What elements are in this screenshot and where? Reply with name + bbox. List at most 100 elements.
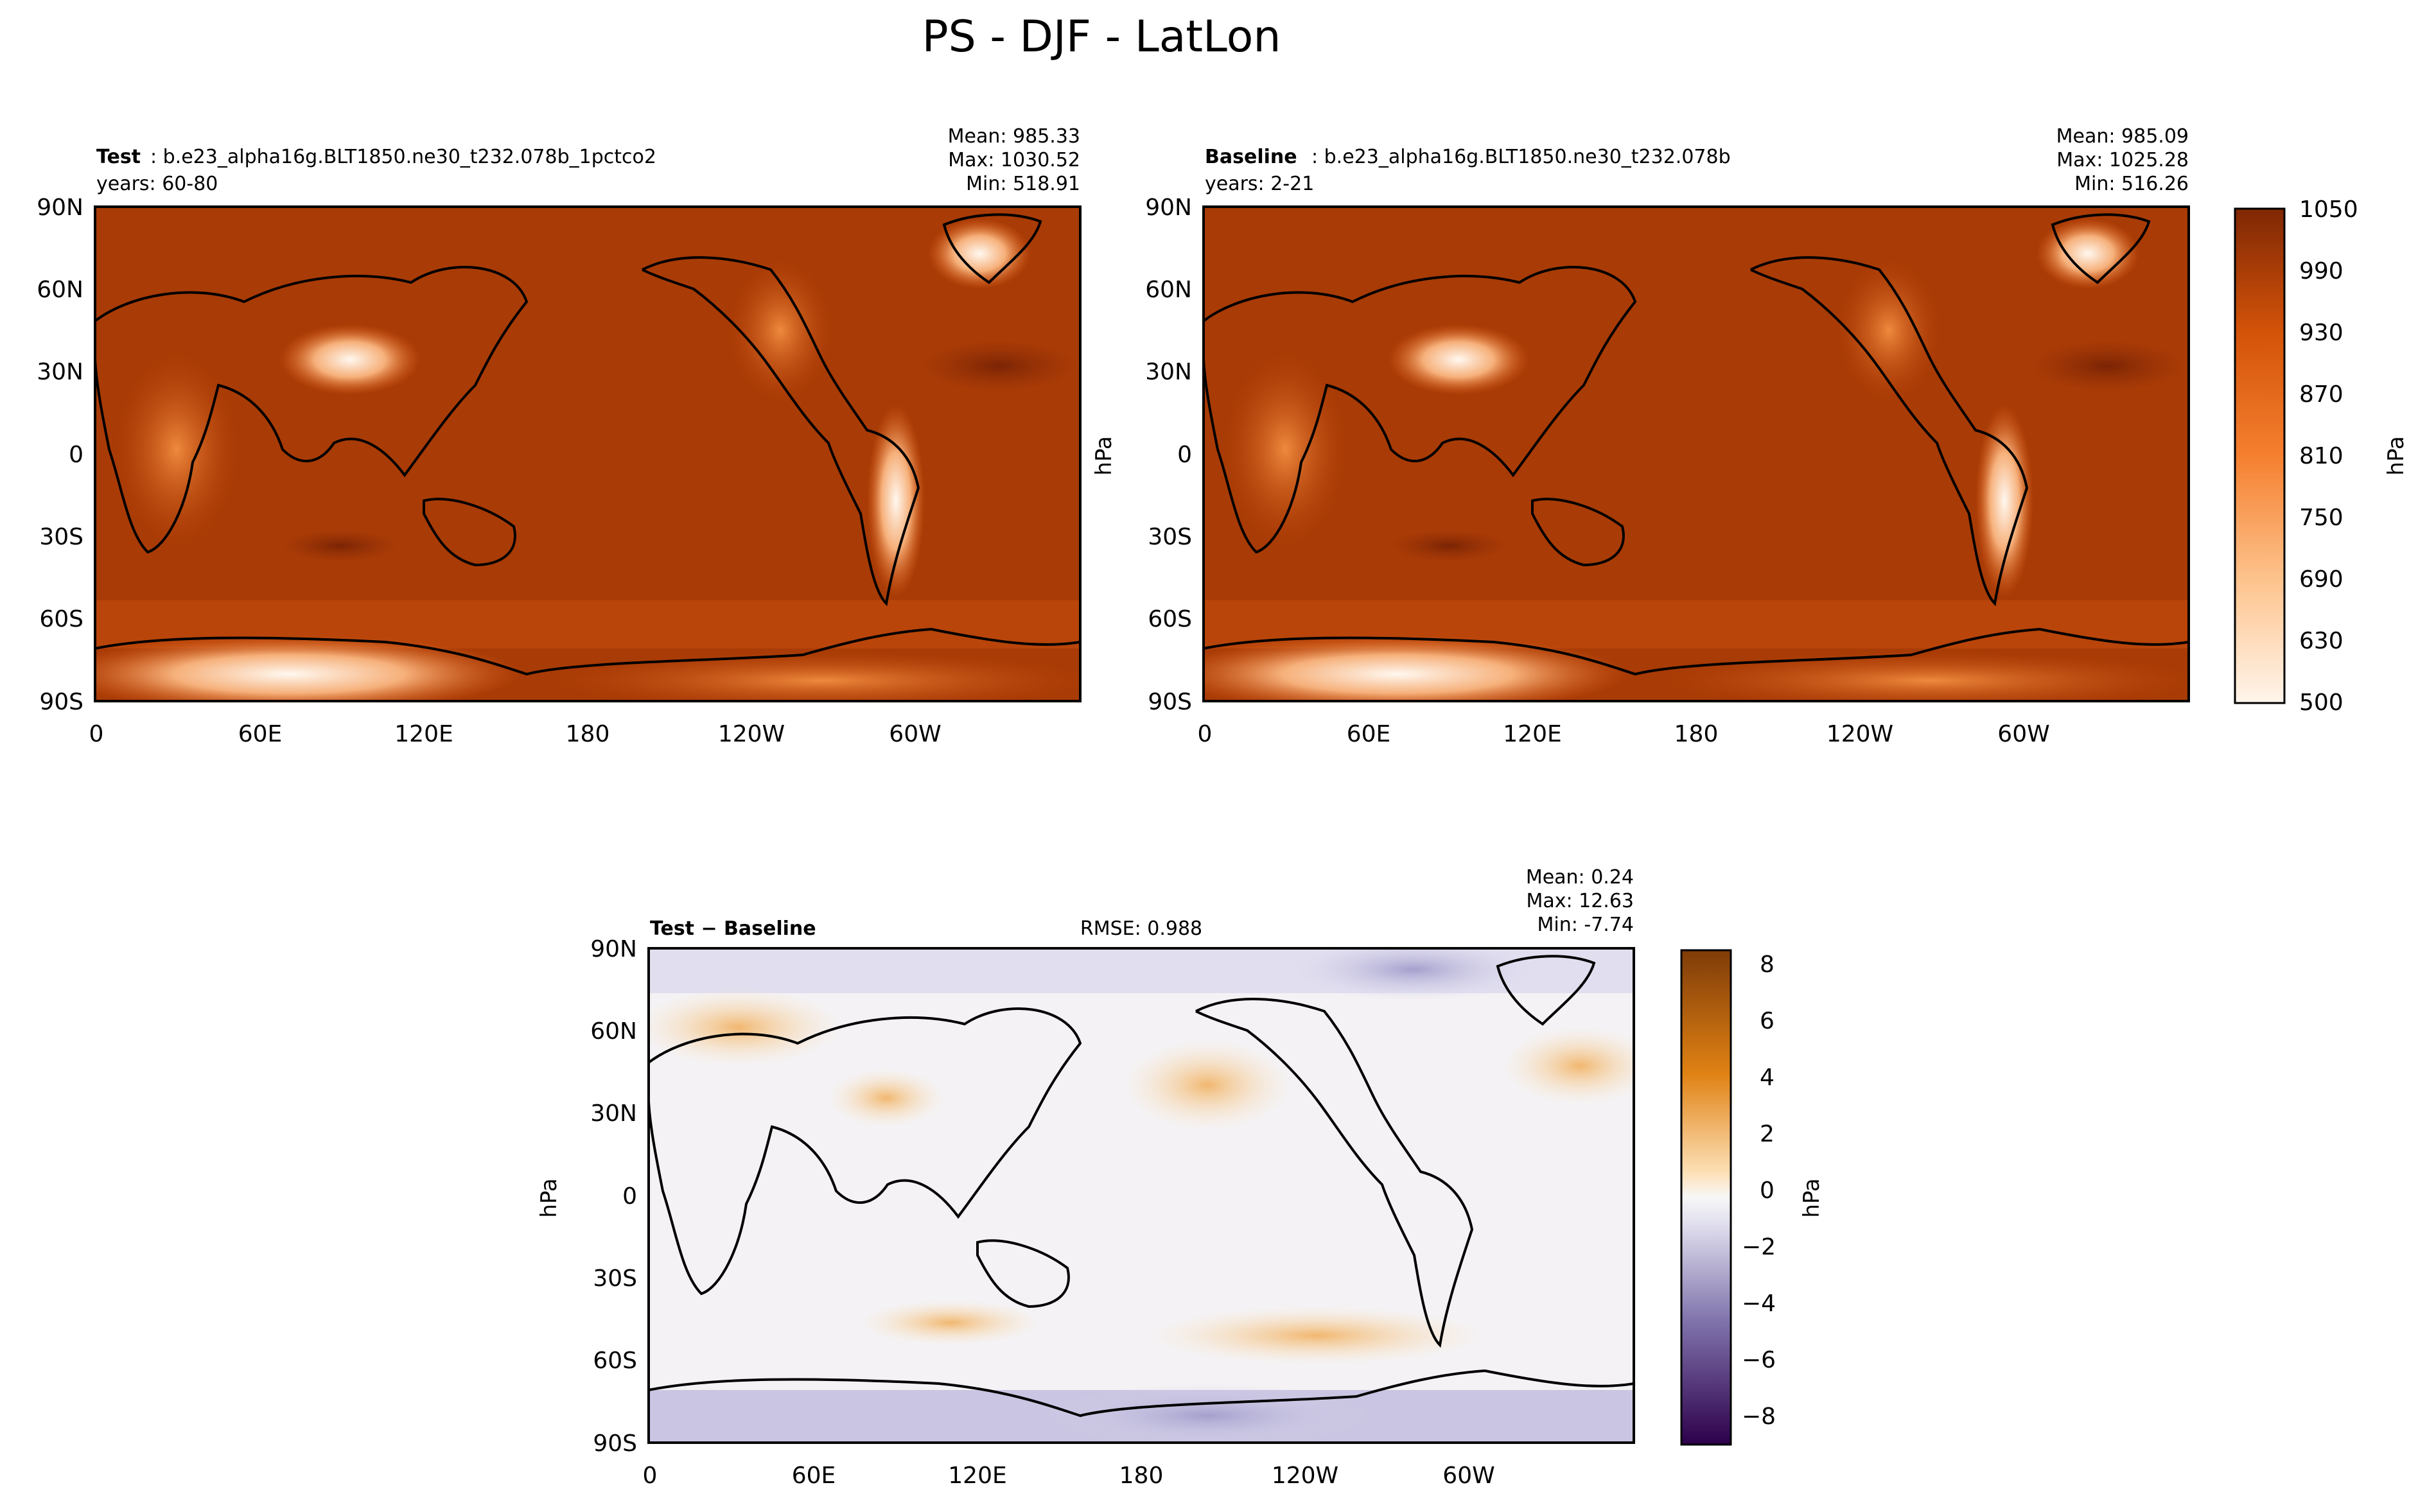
diff-lat-tick: 30N [590, 1100, 637, 1127]
diff-colorbar-tick: −8 [1742, 1403, 1776, 1430]
baseline-lat-tick: 30S [1148, 524, 1192, 550]
baseline-lat-tick: 60S [1148, 606, 1192, 632]
test-lon-tick: 0 [89, 721, 104, 747]
diff-colorbar-tick: 8 [1760, 952, 1774, 978]
test-lat-tick: 30S [39, 524, 83, 550]
test-lon-tick: 60E [238, 721, 283, 747]
diff-rmse: RMSE: 0.988 [1080, 917, 1202, 940]
main-colorbar-tick: 750 [2299, 505, 2344, 531]
test-lon-tick: 60W [889, 721, 941, 747]
test-lon-tick: 180 [566, 721, 610, 747]
test-lat-tick: 30N [37, 359, 83, 385]
baseline-map [1204, 207, 2189, 701]
diff-colorbar-tick: −6 [1742, 1347, 1776, 1373]
test-rockies [729, 260, 832, 401]
test-label: Test [96, 146, 141, 168]
test-andes [867, 404, 925, 597]
diff-max: Max: 12.63 [1526, 890, 1634, 912]
diff-pos-pacific [1124, 1040, 1291, 1130]
test-greenland [928, 218, 1031, 289]
test-mean: Mean: 985.33 [948, 125, 1080, 148]
baseline-panel: Baseline : b.e23_alpha16g.BLT1850.ne30_t… [1145, 125, 2190, 747]
diff-neg-antarctica [1040, 1384, 1374, 1443]
baseline-map-frame [1202, 205, 2190, 702]
test-lat-tick: 60S [39, 606, 83, 632]
diff-colorbar-fill [1680, 949, 1732, 1446]
test-lon-tick: 120E [394, 721, 453, 747]
main-colorbar-tick: 1050 [2299, 196, 2358, 223]
test-case-name: : b.e23_alpha16g.BLT1850.ne30_t232.078b_… [150, 146, 656, 168]
baseline-africa [1224, 353, 1346, 546]
test-map-frame [94, 205, 1082, 702]
test-map [95, 207, 1080, 701]
main-colorbar: 1050 990 930 870 810 750 690 630 500 hPa [2234, 196, 2409, 716]
baseline-lon-tick: 120W [1827, 721, 1893, 747]
test-lat-tick: 60N [37, 277, 83, 303]
test-max: Max: 1030.52 [948, 149, 1080, 171]
baseline-min: Min: 516.26 [2074, 173, 2189, 195]
diff-pos-atlantic [1503, 1027, 1634, 1104]
diff-lat-tick: 30S [593, 1265, 637, 1292]
diff-colorbar-tick: 0 [1760, 1177, 1774, 1204]
main-colorbar-tick: 630 [2299, 628, 2344, 654]
main-colorbar-tick: 870 [2299, 381, 2344, 408]
baseline-lat-tick: 90N [1145, 195, 1192, 221]
baseline-lon-ticks: 0 60E 120E 180 120W 60W [1198, 721, 2050, 747]
diff-map [649, 948, 1634, 1443]
baseline-andes [1976, 404, 2033, 597]
baseline-max: Max: 1025.28 [2056, 149, 2189, 171]
diff-map-frame [647, 947, 1635, 1444]
diff-lon-tick: 60E [792, 1463, 836, 1489]
test-lon-ticks: 0 60E 120E 180 120W 60W [89, 721, 942, 747]
baseline-rockies [1837, 260, 1940, 401]
baseline-lat-tick: 60N [1145, 277, 1192, 303]
baseline-lat-tick: 0 [1177, 442, 1192, 468]
diff-colorbar-tick: 4 [1760, 1064, 1774, 1091]
test-ylabel: hPa [1091, 436, 1117, 475]
main-colorbar-tick: 930 [2299, 320, 2344, 346]
diff-colorbar-tick: 2 [1760, 1121, 1774, 1147]
baseline-lon-tick: 120E [1503, 721, 1561, 747]
diff-lat-tick: 60S [593, 1348, 637, 1374]
baseline-tibet [1388, 324, 1529, 395]
diff-lat-tick: 0 [622, 1183, 637, 1210]
test-years: years: 60-80 [96, 173, 218, 195]
baseline-lon-tick: 60W [1997, 721, 2049, 747]
diff-panel: Test − Baseline RMSE: 0.988 Mean: 0.24 M… [536, 866, 1635, 1489]
main-colorbar-label: hPa [2383, 436, 2409, 475]
test-africa [116, 353, 238, 546]
diff-lat-ticks: 90N 60N 30N 0 30S 60S 90S [590, 936, 637, 1457]
test-lon-tick: 120W [718, 721, 785, 747]
diff-colorbar-tick: 6 [1760, 1008, 1774, 1034]
diff-ylabel: hPa [536, 1178, 562, 1217]
baseline-label: Baseline [1205, 146, 1297, 168]
test-lat-tick: 90N [37, 195, 83, 221]
diff-colorbar-tick: −2 [1742, 1234, 1776, 1260]
test-panel: Test : b.e23_alpha16g.BLT1850.ne30_t232.… [37, 125, 1082, 747]
test-antarctica-east [552, 652, 1080, 701]
test-min: Min: 518.91 [966, 173, 1080, 195]
diff-mean: Mean: 0.24 [1526, 866, 1634, 889]
baseline-lon-tick: 60E [1347, 721, 1391, 747]
baseline-lat-tick: 30N [1145, 359, 1192, 385]
diff-pos-indian [861, 1300, 1040, 1345]
figure-title: PS - DJF - LatLon [922, 12, 1281, 62]
diff-min: Min: -7.74 [1538, 914, 1634, 936]
baseline-antarctica [1204, 636, 1629, 701]
main-colorbar-tick: 690 [2299, 566, 2344, 593]
baseline-lon-tick: 180 [1674, 721, 1719, 747]
diff-pos-asia [828, 1069, 944, 1127]
test-coastlines [95, 213, 1080, 676]
diff-neg-arctic [1284, 948, 1541, 1002]
test-antarctica [95, 636, 520, 701]
diff-lon-ticks: 0 60E 120E 180 120W 60W [643, 1463, 1495, 1489]
test-lat-ticks: 90N 60N 30N 0 30S 60S 90S [37, 195, 83, 715]
main-colorbar-fill [2234, 207, 2286, 704]
diff-lon-tick: 180 [1119, 1463, 1164, 1489]
test-lat-tick: 0 [69, 442, 83, 468]
diff-lon-tick: 120E [948, 1463, 1006, 1489]
diff-lon-tick: 120W [1272, 1463, 1338, 1489]
main-colorbar-tick: 990 [2299, 258, 2344, 284]
test-tibet [279, 324, 421, 395]
